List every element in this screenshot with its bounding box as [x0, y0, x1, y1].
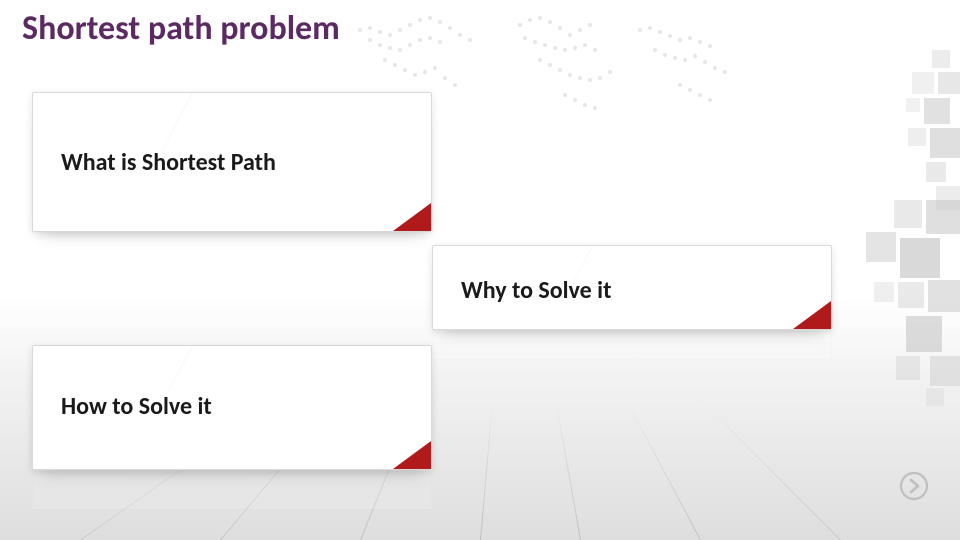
card-corner-accent	[393, 203, 431, 231]
card-corner-accent	[393, 441, 431, 469]
slide: Shortest path problem What is Shortest P…	[0, 0, 960, 540]
arrow-right-circle-icon[interactable]	[898, 470, 930, 502]
floor-line-decor	[626, 400, 701, 540]
card-label: What is Shortest Path	[61, 148, 403, 177]
card-label: How to Solve it	[61, 392, 403, 421]
card-how[interactable]: How to Solve it	[32, 345, 432, 470]
card-reflection-decor	[32, 470, 432, 510]
slide-title: Shortest path problem	[22, 8, 340, 49]
card-label: Why to Solve it	[461, 276, 803, 305]
tile-cluster-right-decor	[840, 200, 960, 420]
card-reflection-decor	[432, 330, 832, 360]
card-corner-accent	[793, 301, 831, 329]
floor-line-decor	[700, 400, 841, 540]
tile-cluster-decor	[820, 50, 960, 220]
floor-line-decor	[555, 400, 581, 540]
floor-line-decor	[480, 400, 493, 540]
card-why[interactable]: Why to Solve it	[432, 245, 832, 330]
card-what[interactable]: What is Shortest Path	[32, 92, 432, 232]
